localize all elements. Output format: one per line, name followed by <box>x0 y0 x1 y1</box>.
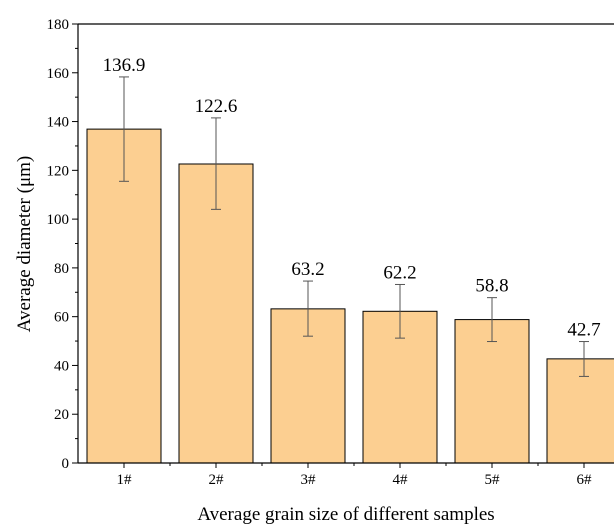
y-tick-label: 160 <box>47 66 70 82</box>
y-tick-label: 180 <box>47 17 70 33</box>
x-axis: 1# 2# 3# 4# 5# 6# <box>78 462 614 488</box>
plot-area: 136.9 122.6 63.2 62.2 58.8 42.7 <box>78 23 614 464</box>
x-tick-label: 1# <box>117 472 133 488</box>
bar <box>454 319 530 464</box>
y-tick-label: 60 <box>54 310 69 326</box>
y-tick-label: 100 <box>47 212 70 228</box>
data-label: 58.8 <box>475 276 508 297</box>
data-label: 62.2 <box>383 262 416 283</box>
x-tick-label: 4# <box>393 472 409 488</box>
y-tick-label: 120 <box>47 163 70 179</box>
x-tick-label: 3# <box>301 472 317 488</box>
y-tick-label: 40 <box>54 358 69 374</box>
y-tick-label: 140 <box>47 115 70 131</box>
data-label: 63.2 <box>291 259 324 280</box>
data-label: 136.9 <box>103 55 146 76</box>
x-tick-label: 6# <box>577 472 593 488</box>
x-axis-title: Average grain size of different samples <box>197 504 494 525</box>
y-tick-label: 20 <box>54 407 69 423</box>
x-tick-label: 2# <box>209 472 225 488</box>
x-tick-label: 5# <box>485 472 501 488</box>
y-axis-title: Average diameter (μm) <box>14 156 35 333</box>
data-label: 42.7 <box>567 320 600 341</box>
data-label: 122.6 <box>195 96 238 117</box>
bar <box>546 358 614 464</box>
y-tick-label: 0 <box>62 456 70 472</box>
y-axis: 0 20 40 60 80 100 120 140 160 180 <box>47 17 79 472</box>
y-tick-label: 80 <box>54 261 69 277</box>
